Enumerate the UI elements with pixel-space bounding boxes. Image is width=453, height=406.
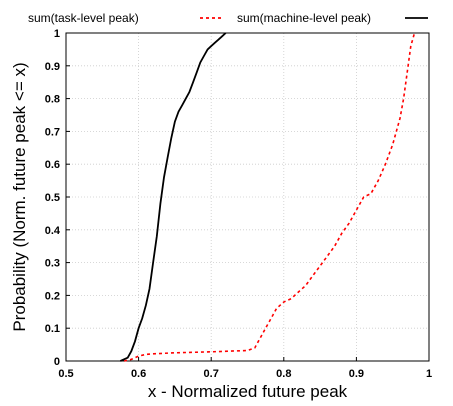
y-tick-label: 0.9: [45, 61, 60, 73]
grid: [65, 32, 430, 362]
y-tick-label: 0.8: [45, 94, 60, 106]
x-tick-label: 0.8: [276, 368, 291, 380]
series-line-2: [120, 32, 227, 362]
y-tick-label: 0.6: [45, 159, 60, 171]
legend: sum(task-level peak) sum(machine-level pe…: [28, 11, 428, 25]
series-line-1: [123, 32, 416, 362]
y-tick-label: 0.1: [45, 323, 60, 335]
x-tick-label: 0.6: [131, 368, 146, 380]
y-axis-label: Probability (Norm. future peak <= x): [10, 62, 29, 331]
legend-label-1: sum(task-level peak): [28, 11, 139, 25]
y-tick-label: 0.7: [45, 126, 60, 138]
x-tick-label: 0.9: [349, 368, 364, 380]
x-axis-label: x - Normalized future peak: [148, 382, 348, 401]
y-tick-label: 0.3: [45, 258, 60, 270]
axis-ticks: 0.5 0.6 0.7 0.8 0.9 1 0 0.1 0.2 0.3 0.4 0.5 0.6 0.7 0.…: [45, 28, 432, 380]
x-tick-label: 0.5: [58, 368, 73, 380]
y-tick-label: 1: [54, 28, 60, 40]
y-tick-label: 0: [54, 356, 60, 368]
y-tick-label: 0.4: [45, 225, 61, 237]
series-lines: [120, 32, 416, 362]
x-tick-label: 1: [426, 368, 432, 380]
y-tick-label: 0.2: [45, 290, 60, 302]
y-tick-label: 0.5: [45, 192, 60, 204]
legend-label-2: sum(machine-level peak): [237, 11, 371, 25]
x-tick-label: 0.7: [204, 368, 219, 380]
